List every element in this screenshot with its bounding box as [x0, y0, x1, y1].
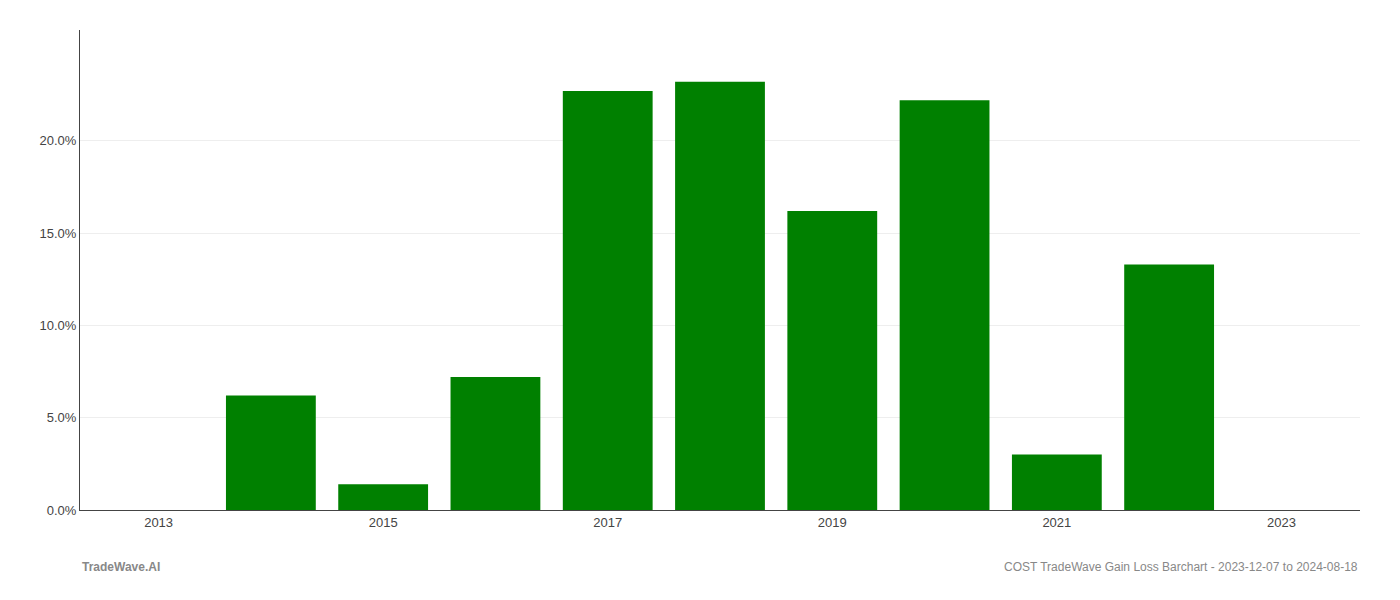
svg-text:20.0%: 20.0% [40, 133, 77, 148]
svg-text:2017: 2017 [593, 515, 622, 530]
svg-text:COST TradeWave Gain Loss Barch: COST TradeWave Gain Loss Barchart - 2023… [1004, 560, 1358, 574]
svg-text:0.0%: 0.0% [47, 503, 77, 518]
svg-text:2015: 2015 [369, 515, 398, 530]
svg-text:TradeWave.AI: TradeWave.AI [82, 560, 160, 574]
svg-text:2019: 2019 [818, 515, 847, 530]
svg-text:15.0%: 15.0% [40, 226, 77, 241]
svg-text:2023: 2023 [1267, 515, 1296, 530]
svg-text:2013: 2013 [144, 515, 173, 530]
svg-text:2021: 2021 [1042, 515, 1071, 530]
svg-text:10.0%: 10.0% [40, 318, 77, 333]
svg-text:5.0%: 5.0% [47, 410, 77, 425]
